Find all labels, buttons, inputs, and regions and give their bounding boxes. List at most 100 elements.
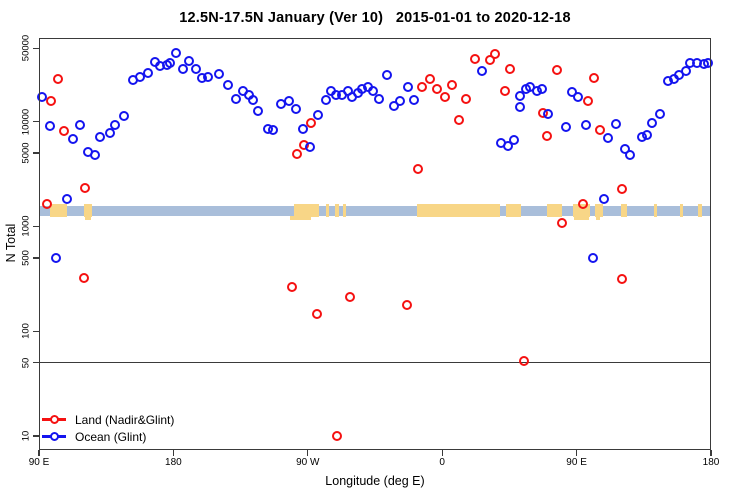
x-tick <box>575 450 578 456</box>
data-point-ocean <box>374 94 385 105</box>
data-point-ocean <box>654 109 665 120</box>
data-point-land <box>331 430 342 441</box>
x-tick-label: 90 E <box>566 457 587 468</box>
x-tick <box>710 450 712 456</box>
y-tick <box>33 362 39 364</box>
data-point-ocean <box>134 72 145 83</box>
data-point-ocean <box>305 142 316 153</box>
x-tick-label: 90 E <box>28 457 50 468</box>
data-point-land <box>582 96 593 107</box>
data-point-ocean <box>252 106 263 117</box>
legend-item-ocean: Ocean (Glint) <box>42 428 174 445</box>
x-tick-label: 180 <box>165 457 182 468</box>
data-point-land <box>469 54 480 65</box>
data-point-ocean <box>610 118 621 129</box>
map-band-land <box>595 204 604 218</box>
ocean-series-marker-icon <box>42 431 66 443</box>
data-point-land <box>413 164 423 175</box>
map-band-land <box>654 204 658 218</box>
data-point-land <box>45 96 56 107</box>
plot-area <box>39 38 711 450</box>
y-tick-label: 10 <box>20 430 32 442</box>
legend: Land (Nadir&Glint) Ocean (Glint) <box>42 411 174 445</box>
data-point-land <box>291 149 302 160</box>
map-band-land <box>679 204 683 218</box>
data-point-ocean <box>230 94 241 105</box>
data-point-ocean <box>298 124 309 134</box>
data-point-ocean <box>164 57 175 68</box>
data-point-land <box>541 131 552 141</box>
y-tick <box>33 257 39 259</box>
data-point-ocean <box>646 118 657 129</box>
data-point-ocean <box>223 80 234 91</box>
map-band-land <box>342 204 346 218</box>
map-band-land-speck <box>289 215 311 221</box>
data-point-ocean <box>587 252 598 263</box>
y-tick-label: 50000 <box>20 35 32 62</box>
x-tick-label: 0 <box>439 457 445 468</box>
map-band-land <box>334 204 340 218</box>
data-point-ocean <box>572 91 583 102</box>
data-point-ocean <box>602 133 613 144</box>
data-point-ocean <box>68 133 79 144</box>
data-point-ocean <box>75 120 86 130</box>
data-point-ocean <box>641 129 652 140</box>
map-band-land <box>83 204 92 218</box>
data-point-ocean <box>542 109 553 120</box>
data-point-land <box>489 48 500 59</box>
data-point-ocean <box>580 120 591 130</box>
data-point-ocean <box>403 81 413 92</box>
y-tick-label: 5000 <box>20 142 32 164</box>
y-tick <box>33 152 39 154</box>
data-point-ocean <box>177 64 188 75</box>
data-point-ocean <box>367 85 378 96</box>
y-tick <box>33 435 39 437</box>
data-point-land <box>551 65 562 76</box>
map-band-ocean <box>39 205 711 216</box>
data-point-land <box>344 292 355 303</box>
data-point-land <box>305 118 316 129</box>
legend-label-land: Land (Nadir&Glint) <box>75 412 175 427</box>
data-point-ocean <box>680 66 691 77</box>
legend-label-ocean: Ocean (Glint) <box>75 429 147 444</box>
data-point-ocean <box>104 127 115 138</box>
data-point-land <box>616 184 627 195</box>
data-point-land <box>42 199 53 210</box>
y-tick <box>33 120 39 123</box>
map-band-land-speck <box>573 215 589 221</box>
map-band-land <box>620 204 628 218</box>
data-point-ocean <box>514 91 525 102</box>
data-point-ocean <box>143 68 153 79</box>
data-point-land <box>311 308 322 319</box>
data-point-ocean <box>190 64 201 75</box>
data-point-ocean <box>51 252 62 263</box>
data-point-ocean <box>394 96 405 107</box>
data-point-land <box>286 282 297 293</box>
data-point-ocean <box>213 69 224 80</box>
data-point-land <box>446 80 457 91</box>
x-tick <box>172 450 175 456</box>
data-point-ocean <box>283 96 294 107</box>
data-point-land <box>484 55 495 66</box>
x-tick-label: 90 W <box>296 457 320 468</box>
y-tick <box>33 47 39 49</box>
map-band-land-speck <box>85 215 92 221</box>
x-axis-title: Longitude (deg E) <box>325 474 425 488</box>
y-tick-label: 50 <box>20 357 32 368</box>
legend-item-land: Land (Nadir&Glint) <box>42 411 174 428</box>
data-point-ocean <box>624 149 635 160</box>
data-point-ocean <box>45 120 56 131</box>
map-band-land <box>293 204 319 218</box>
data-point-ocean <box>560 122 571 132</box>
map-band-land <box>416 204 501 218</box>
x-tick <box>38 450 40 456</box>
data-point-ocean <box>536 83 547 94</box>
data-point-ocean <box>702 57 713 68</box>
data-point-ocean <box>321 94 332 105</box>
data-point-land <box>588 73 599 84</box>
data-point-ocean <box>476 66 487 77</box>
data-point-land <box>499 85 510 96</box>
y-tick-label: 100 <box>20 323 32 340</box>
data-point-ocean <box>502 140 513 151</box>
